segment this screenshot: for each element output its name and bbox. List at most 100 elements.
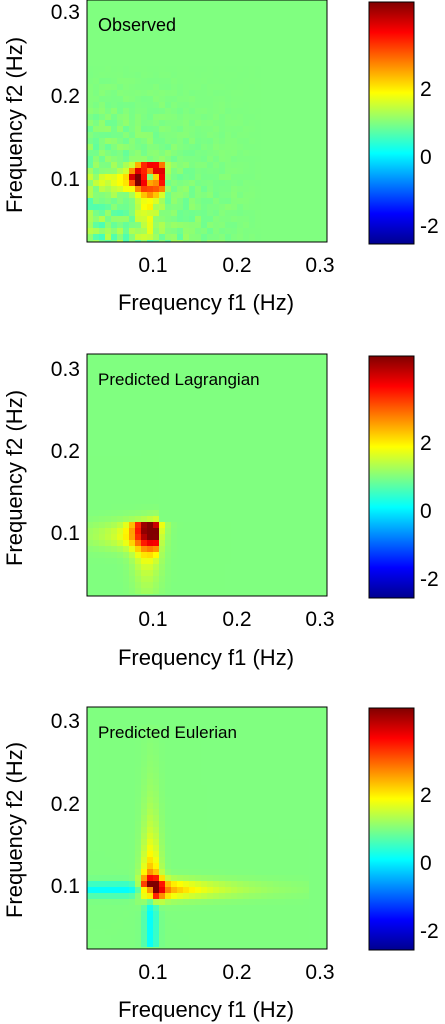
heatmap-cell: [105, 366, 112, 373]
heatmap-cell: [105, 60, 112, 67]
heatmap-cell: [93, 809, 100, 816]
heatmap-cell: [255, 713, 262, 720]
heatmap-cell: [195, 570, 202, 577]
heatmap-cell: [303, 803, 310, 810]
heatmap-cell: [111, 12, 118, 19]
heatmap-cell: [213, 168, 220, 175]
heatmap-cell: [183, 78, 190, 85]
heatmap-cell: [297, 534, 304, 541]
heatmap-cell: [165, 198, 172, 205]
heatmap-cell: [183, 749, 190, 756]
heatmap-cell: [255, 48, 262, 55]
heatmap-cell: [273, 947, 280, 950]
heatmap-cell: [261, 72, 268, 79]
heatmap-cell: [285, 36, 292, 43]
heatmap-cell: [153, 54, 160, 61]
heatmap-cell: [231, 144, 238, 151]
heatmap-cell: [309, 132, 316, 139]
heatmap-cell: [285, 210, 292, 217]
heatmap-cell: [261, 402, 268, 409]
heatmap-cell: [225, 857, 232, 864]
heatmap-cell: [153, 552, 160, 559]
heatmap-cell: [297, 743, 304, 750]
heatmap-cell: [171, 815, 178, 822]
heatmap-cell: [147, 402, 154, 409]
heatmap-cell: [261, 210, 268, 217]
heatmap-cell: [171, 432, 178, 439]
heatmap-cell: [237, 923, 244, 930]
heatmap-cell: [285, 462, 292, 469]
heatmap-cell: [309, 462, 316, 469]
heatmap-cell: [123, 719, 130, 726]
heatmap-cell: [87, 0, 94, 7]
heatmap-cell: [111, 108, 118, 115]
heatmap-cell: [177, 845, 184, 852]
heatmap-cell: [291, 234, 298, 241]
heatmap-cell: [93, 456, 100, 463]
heatmap-cell: [255, 510, 262, 517]
heatmap-cell: [201, 749, 208, 756]
heatmap-cell: [261, 42, 268, 49]
heatmap-cell: [207, 911, 214, 918]
heatmap-cell: [165, 462, 172, 469]
heatmap-cell: [129, 48, 136, 55]
heatmap-cell: [297, 366, 304, 373]
heatmap-cell: [297, 707, 304, 714]
heatmap-cell: [189, 719, 196, 726]
heatmap-cell: [165, 522, 172, 529]
heatmap-cell: [177, 192, 184, 199]
heatmap-cell: [303, 354, 310, 361]
heatmap-cell: [195, 24, 202, 31]
heatmap-cell: [243, 138, 250, 145]
heatmap-cell: [297, 767, 304, 774]
heatmap-cell: [99, 570, 106, 577]
heatmap-cell: [171, 72, 178, 79]
heatmap-cell: [315, 24, 322, 31]
heatmap-cell: [99, 929, 106, 936]
heatmap-cell: [213, 186, 220, 193]
heatmap-cell: [231, 863, 238, 870]
heatmap-cell: [105, 534, 112, 541]
heatmap-cell: [207, 396, 214, 403]
heatmap-cell: [273, 90, 280, 97]
heatmap-cell: [177, 486, 184, 493]
heatmap-cell: [219, 60, 226, 67]
heatmap-cell: [105, 114, 112, 121]
heatmap-cell: [117, 366, 124, 373]
heatmap-cell: [165, 845, 172, 852]
heatmap-cell: [171, 552, 178, 559]
heatmap-cell: [243, 881, 250, 888]
heatmap-cell: [93, 96, 100, 103]
heatmap-cell: [273, 384, 280, 391]
heatmap-cell: [291, 779, 298, 786]
heatmap-cell: [123, 510, 130, 517]
heatmap-cell: [147, 420, 154, 427]
heatmap-cell: [273, 492, 280, 499]
heatmap-cell: [225, 941, 232, 948]
heatmap-cell: [249, 456, 256, 463]
heatmap-cell: [99, 54, 106, 61]
heatmap-cell: [309, 126, 316, 133]
heatmap-cell: [261, 162, 268, 169]
heatmap-cell: [303, 737, 310, 744]
heatmap-cell: [141, 935, 148, 942]
heatmap-cell: [129, 156, 136, 163]
heatmap-cell: [195, 396, 202, 403]
heatmap-cell: [231, 30, 238, 37]
heatmap-cell: [219, 803, 226, 810]
heatmap-cell: [255, 911, 262, 918]
heatmap-cell: [201, 719, 208, 726]
heatmap-cell: [279, 570, 286, 577]
heatmap-cell: [99, 887, 106, 894]
heatmap-cell: [195, 773, 202, 780]
heatmap-cell: [177, 947, 184, 950]
heatmap-cell: [219, 881, 226, 888]
heatmap-cell: [135, 444, 142, 451]
heatmap-cell: [231, 102, 238, 109]
heatmap-cell: [111, 905, 118, 912]
heatmap-cell: [87, 192, 94, 199]
heatmap-cell: [159, 78, 166, 85]
heatmap-cell: [171, 707, 178, 714]
heatmap-cell: [303, 36, 310, 43]
heatmap-cell: [219, 108, 226, 115]
